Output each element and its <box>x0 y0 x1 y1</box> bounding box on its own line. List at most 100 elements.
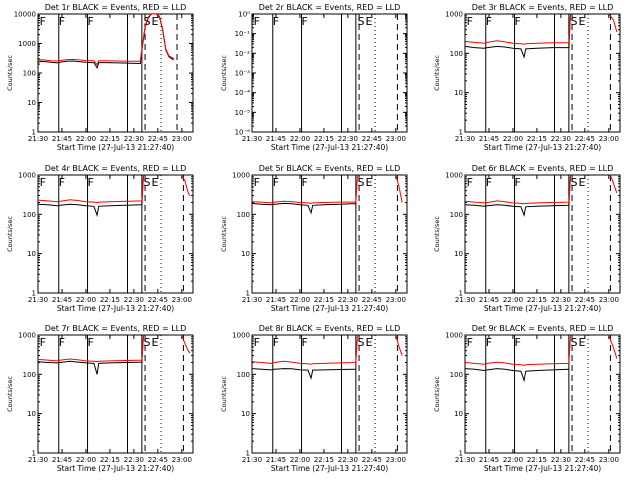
x-tick-label: 21:45 <box>52 135 72 143</box>
marker-label-f: F <box>515 336 521 349</box>
x-tick-label: 22:15 <box>527 135 547 143</box>
marker-label-f: F <box>59 15 65 28</box>
x-tick-label: 23:00 <box>172 135 192 143</box>
x-tick-label: 22:15 <box>314 456 334 464</box>
x-tick-label: 23:00 <box>599 456 619 464</box>
marker-label-e: E <box>151 336 158 349</box>
marker-label-f: F <box>467 15 473 28</box>
x-tick-label: 23:00 <box>172 296 192 304</box>
y-tick-label: 10 <box>27 410 36 418</box>
x-tick-label: 21:30 <box>28 296 48 304</box>
x-tick-label: 21:30 <box>28 456 48 464</box>
x-tick-label: 22:15 <box>100 296 120 304</box>
y-tick-label: 1 <box>32 290 36 298</box>
x-tick-label: 22:30 <box>338 135 358 143</box>
panel-title: Det 6r BLACK = Events, RED = LLD <box>472 164 614 173</box>
x-tick-label: 22:00 <box>503 456 523 464</box>
y-tick-label: 1 <box>459 450 463 458</box>
y-axis-label: Counts/sec <box>433 376 441 412</box>
x-tick-label: 23:00 <box>386 456 406 464</box>
x-axis-label: Start Time (27-Jul-13 21:27:40) <box>484 464 601 473</box>
marker-label-f: F <box>273 176 279 189</box>
plot-frame <box>251 334 408 454</box>
x-tick-label: 22:30 <box>338 456 358 464</box>
y-tick-label: 10⁻⁶ <box>235 129 251 137</box>
y-tick-label: 1 <box>459 129 463 137</box>
marker-label-f: F <box>40 15 46 28</box>
x-tick-label: 21:45 <box>52 456 72 464</box>
panel-det-3: Det 3r BLACK = Events, RED = LLD 1 10 100 10… <box>433 3 621 152</box>
y-tick-label: 100 <box>23 70 36 78</box>
x-tick-label: 22:30 <box>124 135 144 143</box>
x-tick-label: 22:00 <box>503 135 523 143</box>
x-tick-label: 22:00 <box>290 135 310 143</box>
x-tick-label: 21:30 <box>455 456 475 464</box>
y-tick-label: 1 <box>459 290 463 298</box>
panel-title: Det 9r BLACK = Events, RED = LLD <box>472 324 614 333</box>
x-tick-label: 21:45 <box>266 456 286 464</box>
x-tick-label: 21:30 <box>242 456 262 464</box>
plot-frame <box>37 174 194 294</box>
series-lld-line <box>395 175 403 203</box>
marker-label-s: S <box>357 336 364 349</box>
y-tick-label: 1 <box>246 450 250 458</box>
marker-label-s: S <box>143 176 150 189</box>
panel-det-9: Det 9r BLACK = Events, RED = LLD 1 10 100 10… <box>433 324 621 473</box>
x-tick-label: 22:45 <box>575 456 595 464</box>
x-axis-label: Start Time (27-Jul-13 21:27:40) <box>57 304 174 313</box>
series-group <box>38 175 191 218</box>
series-lld-line <box>608 335 618 359</box>
x-tick-label: 22:30 <box>124 296 144 304</box>
marker-label-f: F <box>302 15 308 28</box>
y-tick-label: 1 <box>32 450 36 458</box>
y-tick-label: 100 <box>23 371 36 379</box>
x-tick-label: 22:30 <box>338 296 358 304</box>
x-axis-label: Start Time (27-Jul-13 21:27:40) <box>484 143 601 152</box>
x-tick-label: 22:00 <box>290 456 310 464</box>
x-axis-label: Start Time (27-Jul-13 21:27:40) <box>57 464 174 473</box>
y-tick-label: 1 <box>246 290 250 298</box>
marker-label-f: F <box>467 336 473 349</box>
y-axis-label: Counts/sec <box>433 216 441 252</box>
y-tick-label: 1 <box>32 129 36 137</box>
panel-title: Det 1r BLACK = Events, RED = LLD <box>45 3 187 12</box>
marker-label-f: F <box>88 15 94 28</box>
series-lld-line <box>181 335 191 354</box>
marker-label-f: F <box>467 176 473 189</box>
x-tick-label: 21:45 <box>266 296 286 304</box>
x-tick-label: 23:00 <box>599 135 619 143</box>
marker-label-f: F <box>40 176 46 189</box>
x-tick-label: 21:30 <box>455 135 475 143</box>
series-group <box>38 335 191 375</box>
series-lld-line <box>608 14 618 33</box>
series-events-line <box>38 175 144 218</box>
y-tick-label: 10⁻³ <box>235 70 251 78</box>
y-tick-label: 10 <box>241 410 250 418</box>
series-events-line <box>465 175 571 218</box>
marker-label-f: F <box>486 176 492 189</box>
panel-det-5: Det 5r BLACK = Events, RED = LLD 1 10 100 10… <box>220 164 408 313</box>
series-lld-line <box>38 14 175 66</box>
x-tick-label: 22:45 <box>575 135 595 143</box>
x-tick-label: 21:30 <box>455 296 475 304</box>
x-axis-label: Start Time (27-Jul-13 21:27:40) <box>271 464 388 473</box>
series-lld-line <box>465 335 571 366</box>
panel-det-6: Det 6r BLACK = Events, RED = LLD 1 10 100 10… <box>433 164 621 313</box>
y-tick-label: 100 <box>450 50 463 58</box>
marker-label-f: F <box>515 15 521 28</box>
y-tick-label: 10⁻⁵ <box>235 109 251 117</box>
marker-label-f: F <box>59 176 65 189</box>
series-events-line <box>465 368 569 383</box>
marker-label-f: F <box>40 336 46 349</box>
plot-frame <box>251 174 408 294</box>
x-axis-label: Start Time (27-Jul-13 21:27:40) <box>271 143 388 152</box>
marker-label-f: F <box>273 336 279 349</box>
panel-title: Det 7r BLACK = Events, RED = LLD <box>45 324 187 333</box>
x-tick-label: 21:45 <box>479 135 499 143</box>
y-tick-label: 100 <box>23 211 36 219</box>
x-tick-label: 23:00 <box>386 135 406 143</box>
marker-label-f: F <box>302 176 308 189</box>
x-tick-label: 21:30 <box>242 296 262 304</box>
y-tick-label: 1000 <box>232 332 250 340</box>
